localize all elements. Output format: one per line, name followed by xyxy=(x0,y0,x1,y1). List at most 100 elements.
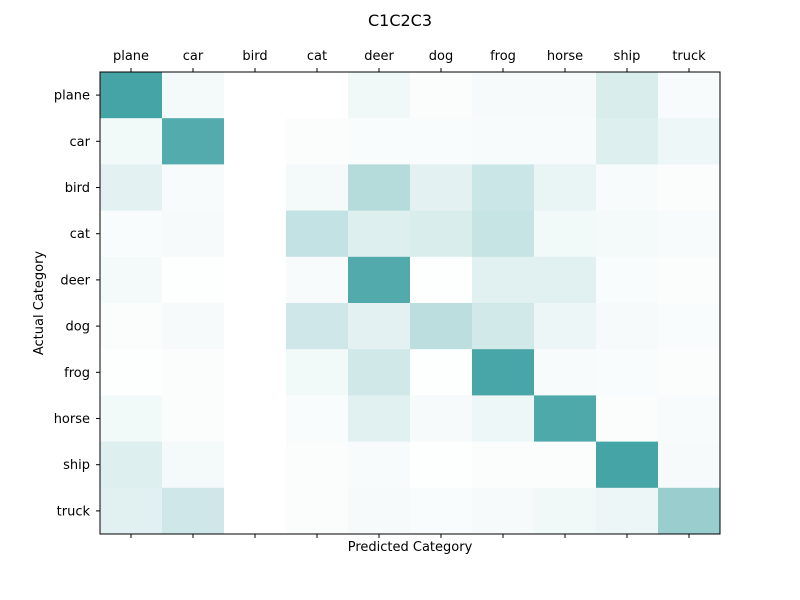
heatmap-cell-truck-cat xyxy=(286,487,349,535)
heatmap-cell-truck-deer xyxy=(348,487,411,535)
heatmap-cell-dog-bird xyxy=(224,303,287,350)
heatmap-cell-dog-deer xyxy=(348,303,411,350)
heatmap-cell-bird-truck xyxy=(658,164,721,212)
heatmap-cells xyxy=(100,72,721,535)
heatmap-cell-dog-horse xyxy=(534,303,597,350)
heatmap-cell-cat-ship xyxy=(596,210,659,258)
x-tick-label-dog: dog xyxy=(429,49,453,64)
heatmap-cell-ship-truck xyxy=(658,441,721,489)
heatmap-cell-frog-deer xyxy=(348,349,411,396)
heatmap-cell-horse-dog xyxy=(410,395,473,443)
heatmap-cell-dog-ship xyxy=(596,303,659,350)
heatmap-cell-horse-cat xyxy=(286,395,349,443)
heatmap-cell-deer-truck xyxy=(658,256,721,304)
heatmap-cell-plane-horse xyxy=(534,72,597,119)
heatmap-cell-plane-plane xyxy=(100,72,163,119)
y-tick-label-plane: plane xyxy=(54,89,90,104)
y-tick-label-truck: truck xyxy=(57,504,91,519)
heatmap-cell-plane-car xyxy=(162,72,225,119)
heatmap-cell-frog-truck xyxy=(658,349,721,396)
heatmap-cell-frog-ship xyxy=(596,349,659,396)
heatmap-cell-deer-deer xyxy=(348,256,411,304)
y-tick-label-cat: cat xyxy=(70,227,90,242)
heatmap-cell-ship-bird xyxy=(224,441,287,489)
heatmap-cell-dog-dog xyxy=(410,303,473,350)
heatmap-cell-cat-bird xyxy=(224,210,287,258)
x-tick-label-ship: ship xyxy=(614,49,641,64)
heatmap-cell-dog-cat xyxy=(286,303,349,350)
heatmap-cell-ship-car xyxy=(162,441,225,489)
heatmap-cell-truck-plane xyxy=(100,487,163,535)
heatmap-cell-plane-deer xyxy=(348,72,411,119)
chart-title: C1C2C3 xyxy=(368,11,432,30)
heatmap-cell-truck-car xyxy=(162,487,225,535)
heatmap-cell-horse-car xyxy=(162,395,225,443)
heatmap-cell-frog-car xyxy=(162,349,225,396)
heatmap-cell-ship-dog xyxy=(410,441,473,489)
heatmap-cell-truck-frog xyxy=(472,487,535,535)
x-tick-label-horse: horse xyxy=(547,49,583,64)
heatmap-cell-car-cat xyxy=(286,118,349,165)
heatmap-cell-car-deer xyxy=(348,118,411,165)
heatmap-cell-horse-truck xyxy=(658,395,721,443)
heatmap-cell-deer-horse xyxy=(534,256,597,304)
heatmap-cell-ship-cat xyxy=(286,441,349,489)
heatmap-cell-truck-ship xyxy=(596,487,659,535)
heatmap-cell-bird-deer xyxy=(348,164,411,212)
heatmap-cell-frog-plane xyxy=(100,349,163,396)
heatmap-cell-frog-horse xyxy=(534,349,597,396)
heatmap-cell-ship-plane xyxy=(100,441,163,489)
heatmap-cell-frog-cat xyxy=(286,349,349,396)
heatmap-cell-dog-truck xyxy=(658,303,721,350)
x-tick-label-truck: truck xyxy=(672,49,706,64)
heatmap-cell-bird-dog xyxy=(410,164,473,212)
heatmap-cell-ship-ship xyxy=(596,441,659,489)
heatmap-cell-deer-cat xyxy=(286,256,349,304)
heatmap-cell-truck-truck xyxy=(658,487,721,535)
heatmap-cell-cat-truck xyxy=(658,210,721,258)
heatmap-cell-horse-plane xyxy=(100,395,163,443)
heatmap-cell-frog-bird xyxy=(224,349,287,396)
heatmap-cell-truck-bird xyxy=(224,487,287,535)
heatmap-cell-bird-frog xyxy=(472,164,535,212)
y-tick-label-deer: deer xyxy=(60,273,90,288)
heatmap-cell-plane-ship xyxy=(596,72,659,119)
x-axis-label: Predicted Category xyxy=(348,540,473,555)
heatmap-cell-horse-frog xyxy=(472,395,535,443)
y-tick-label-ship: ship xyxy=(63,458,90,473)
x-tick-label-car: car xyxy=(183,49,204,64)
heatmap-cell-truck-dog xyxy=(410,487,473,535)
x-tick-label-frog: frog xyxy=(490,49,516,64)
heatmap-cell-deer-car xyxy=(162,256,225,304)
heatmap-cell-bird-car xyxy=(162,164,225,212)
x-tick-label-cat: cat xyxy=(307,49,327,64)
heatmap-cell-bird-cat xyxy=(286,164,349,212)
heatmap-cell-car-dog xyxy=(410,118,473,165)
heatmap-cell-truck-horse xyxy=(534,487,597,535)
x-tick-label-plane: plane xyxy=(113,49,149,64)
x-tick-label-bird: bird xyxy=(242,49,267,64)
heatmap-cell-deer-frog xyxy=(472,256,535,304)
x-tick-label-deer: deer xyxy=(364,49,394,64)
heatmap-cell-car-bird xyxy=(224,118,287,165)
heatmap-cell-car-horse xyxy=(534,118,597,165)
heatmap-cell-ship-horse xyxy=(534,441,597,489)
heatmap-cell-bird-plane xyxy=(100,164,163,212)
heatmap-cell-cat-dog xyxy=(410,210,473,258)
heatmap-cell-deer-ship xyxy=(596,256,659,304)
heatmap-cell-car-plane xyxy=(100,118,163,165)
heatmap-cell-car-frog xyxy=(472,118,535,165)
heatmap-cell-car-ship xyxy=(596,118,659,165)
heatmap-cell-deer-bird xyxy=(224,256,287,304)
heatmap-cell-deer-dog xyxy=(410,256,473,304)
heatmap-cell-plane-truck xyxy=(658,72,721,119)
heatmap-cell-plane-cat xyxy=(286,72,349,119)
heatmap-cell-horse-horse xyxy=(534,395,597,443)
heatmap-cell-car-car xyxy=(162,118,225,165)
heatmap-cell-dog-frog xyxy=(472,303,535,350)
heatmap-cell-horse-bird xyxy=(224,395,287,443)
y-tick-label-dog: dog xyxy=(66,320,90,335)
heatmap-cell-cat-cat xyxy=(286,210,349,258)
y-axis-label: Actual Category xyxy=(32,251,47,356)
